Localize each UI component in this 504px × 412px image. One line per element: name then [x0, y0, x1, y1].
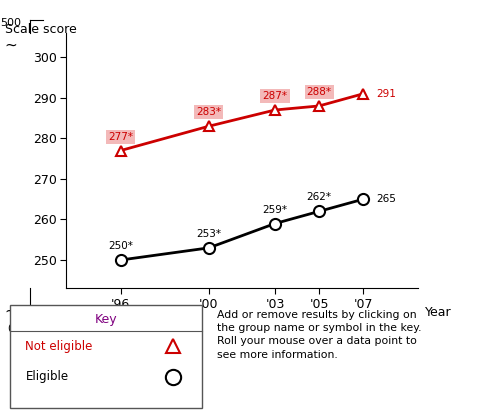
- Text: Key: Key: [95, 313, 117, 326]
- Text: Add or remove results by clicking on
the group name or symbol in the key.
Roll y: Add or remove results by clicking on the…: [217, 310, 422, 360]
- Text: 288*: 288*: [306, 87, 332, 97]
- Text: 500: 500: [1, 18, 21, 28]
- Text: 253*: 253*: [197, 229, 221, 239]
- Text: 259*: 259*: [263, 205, 287, 215]
- Text: Eligible: Eligible: [25, 370, 69, 384]
- FancyBboxPatch shape: [10, 305, 202, 408]
- Text: 277*: 277*: [108, 131, 133, 142]
- Text: Scale score: Scale score: [5, 23, 77, 36]
- Text: 265: 265: [376, 194, 396, 204]
- Text: 283*: 283*: [197, 107, 221, 117]
- Text: Year: Year: [425, 306, 452, 319]
- Text: Not eligible: Not eligible: [25, 339, 93, 353]
- Text: 0: 0: [8, 324, 14, 334]
- Text: ~: ~: [5, 304, 17, 319]
- Text: 250*: 250*: [108, 241, 133, 251]
- Text: 291: 291: [376, 89, 396, 99]
- Text: 287*: 287*: [263, 91, 287, 101]
- Text: ~: ~: [5, 38, 17, 53]
- Text: 262*: 262*: [306, 192, 332, 202]
